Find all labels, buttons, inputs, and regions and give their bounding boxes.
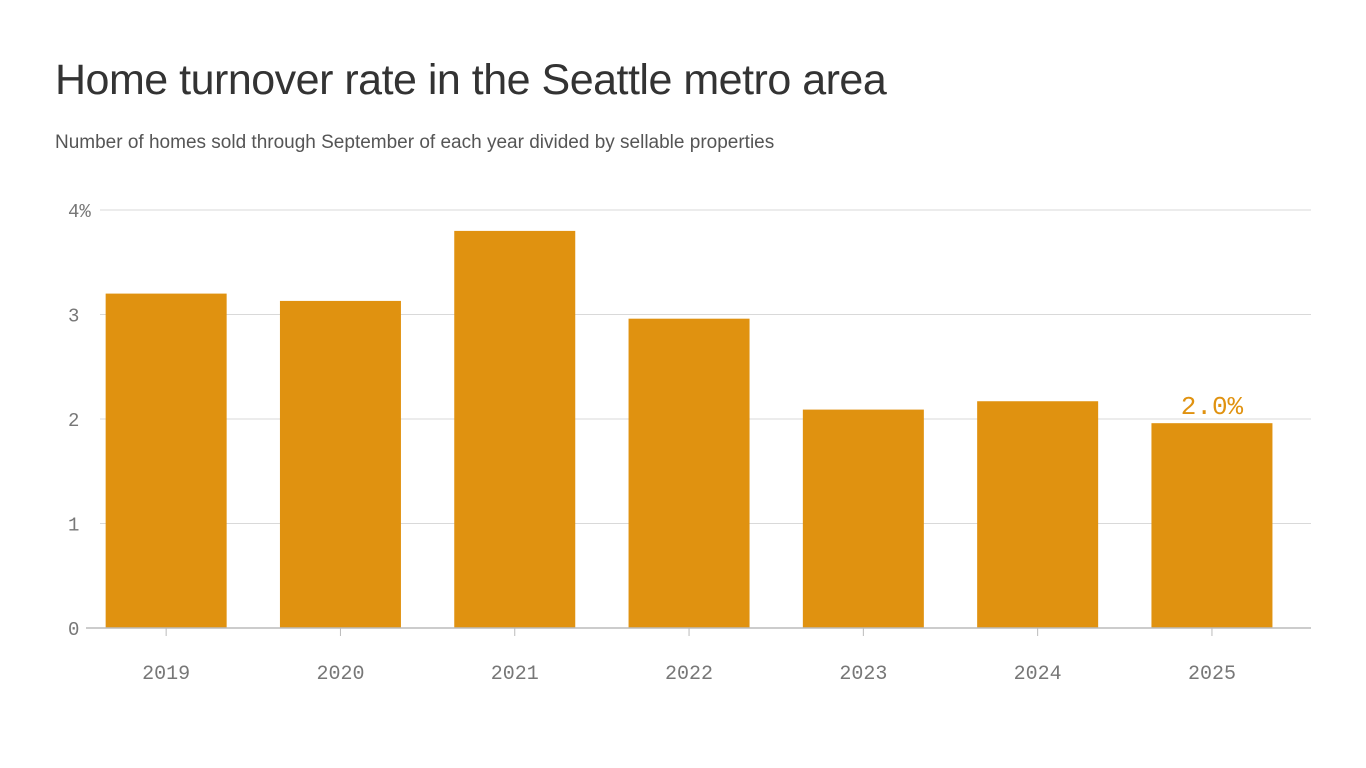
y-tick-label: 0 [68, 619, 79, 641]
x-tick-label: 2023 [839, 663, 887, 686]
x-tick-label: 2021 [491, 663, 539, 686]
chart-title: Home turnover rate in the Seattle metro … [55, 56, 887, 104]
y-tick-label: 1 [68, 515, 79, 537]
x-tick-label: 2020 [316, 663, 364, 686]
bar [802, 409, 924, 628]
x-tick-label: 2024 [1014, 663, 1062, 686]
x-tick-label: 2022 [665, 663, 713, 686]
bar [1151, 423, 1273, 628]
bar [977, 401, 1099, 628]
x-tick-label: 2019 [142, 663, 190, 686]
y-tick-label: 4% [68, 201, 91, 223]
x-tick-label: 2025 [1188, 663, 1236, 686]
y-tick-label: 3 [68, 306, 79, 328]
data-label: 2.0% [1181, 392, 1244, 422]
bar [628, 318, 750, 628]
bar [105, 293, 227, 628]
bar [454, 230, 576, 628]
chart-subtitle: Number of homes sold through September o… [55, 132, 775, 153]
y-tick-label: 2 [68, 410, 79, 432]
bar [279, 300, 401, 628]
